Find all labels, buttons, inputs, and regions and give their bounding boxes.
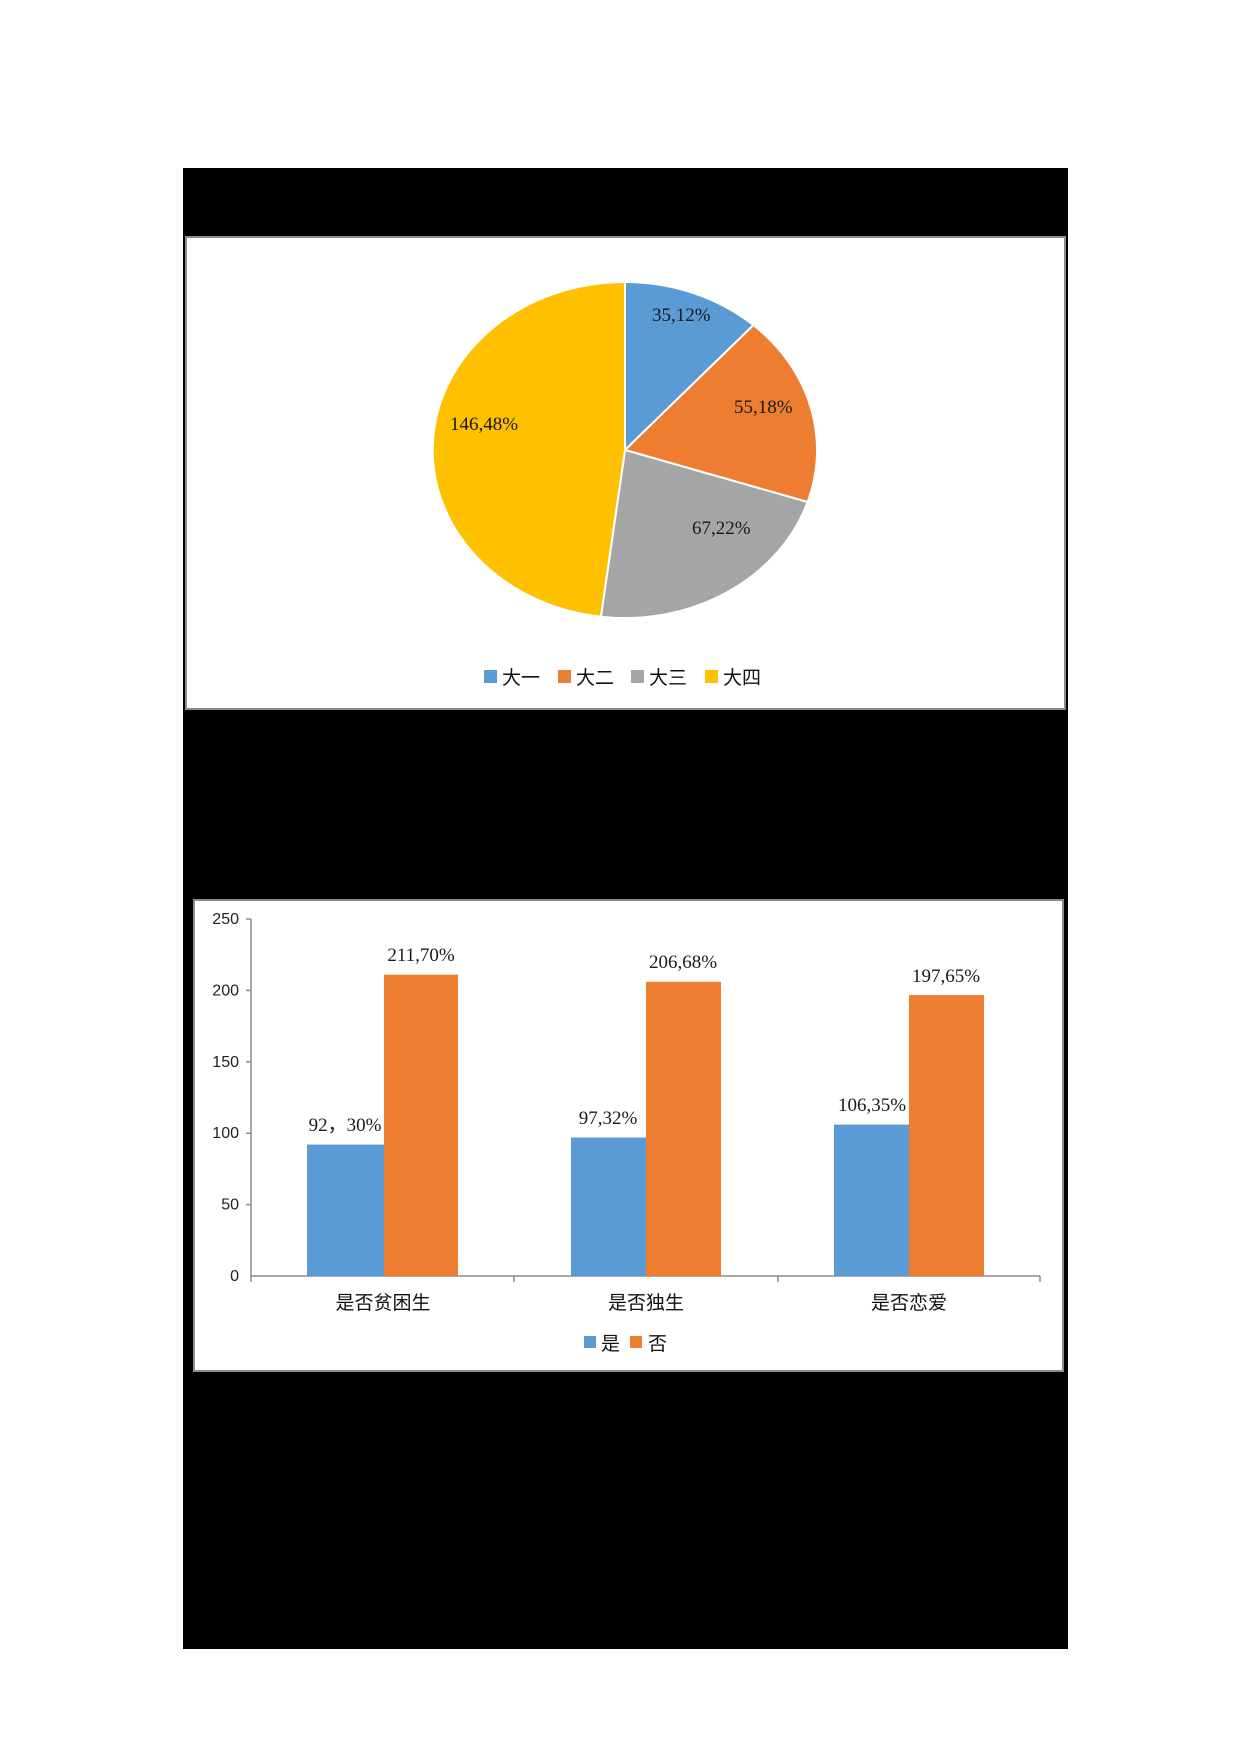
legend-label-da-si: 大四 (723, 667, 761, 689)
legend-label-da-san: 大三 (649, 667, 687, 689)
category-label-lianai: 是否恋爱 (871, 1292, 947, 1314)
bar-label-no-dusheng: 206,68% (649, 952, 717, 973)
legend-label-yes: 是 (601, 1333, 620, 1355)
y-tick-0: 0 (230, 1268, 239, 1285)
pie-chart: 35,12% 55,18% 67,22% 146,48% 大一 大二 大三 大四 (431, 280, 818, 689)
pie-slice-da-er (623, 323, 818, 504)
legend-swatch-yes (584, 1336, 596, 1348)
legend-label-da-yi: 大一 (502, 667, 540, 689)
pie-label-da-yi: 35,12% (652, 305, 711, 326)
bar-label-no-pinkunsheng: 211,70% (387, 945, 455, 966)
bar-label-yes-dusheng: 97,32% (579, 1108, 638, 1129)
pie-label-da-si: 146,48% (450, 414, 518, 435)
bar-yes-lianai (834, 1124, 909, 1276)
legend-swatch-da-yi (484, 670, 497, 683)
bar-legend: 是 否 (584, 1333, 667, 1355)
legend-swatch-no (630, 1336, 642, 1348)
bar-no-dusheng (646, 981, 721, 1276)
pie-legend: 大一 大二 大三 大四 (484, 667, 761, 689)
document-frame: 35,12% 55,18% 67,22% 146,48% 大一 大二 大三 大四 (183, 168, 1068, 1649)
legend-swatch-da-san (631, 670, 644, 683)
bar-label-yes-lianai: 106,35% (838, 1095, 906, 1116)
category-label-pinkunsheng: 是否贫困生 (335, 1292, 430, 1314)
y-tick-250: 250 (212, 911, 239, 928)
bar-no-pinkunsheng (384, 974, 458, 1276)
y-tick-100: 100 (212, 1125, 239, 1142)
y-tick-50: 50 (221, 1197, 239, 1214)
pie-slice-da-san (599, 448, 809, 620)
legend-swatch-da-er (558, 670, 571, 683)
pie-label-da-er: 55,18% (734, 397, 793, 418)
pie-label-da-san: 67,22% (692, 518, 751, 539)
bar-chart: 0 50 100 150 200 250 92，30% 211,70% 是否贫困… (212, 911, 1041, 1355)
x-axis (250, 1275, 1041, 1282)
category-label-dusheng: 是否独生 (608, 1292, 684, 1314)
pie-chart-panel: 35,12% 55,18% 67,22% 146,48% 大一 大二 大三 大四 (185, 236, 1066, 710)
bar-chart-panel: 0 50 100 150 200 250 92，30% 211,70% 是否贫困… (193, 899, 1064, 1372)
legend-label-no: 否 (648, 1333, 667, 1355)
y-axis: 0 50 100 150 200 250 (212, 911, 252, 1285)
bar-no-lianai (909, 995, 984, 1276)
legend-swatch-da-si (705, 670, 718, 683)
pie-slice-da-si (431, 280, 626, 618)
legend-label-da-er: 大二 (576, 667, 614, 689)
bar-label-yes-pinkunsheng: 92，30% (309, 1115, 382, 1136)
bar-yes-pinkunsheng (307, 1144, 384, 1276)
pie-slice-da-yi (624, 280, 755, 453)
bar-yes-dusheng (571, 1137, 646, 1276)
y-tick-200: 200 (212, 982, 239, 999)
bar-label-no-lianai: 197,65% (912, 966, 980, 987)
y-tick-150: 150 (212, 1054, 239, 1071)
